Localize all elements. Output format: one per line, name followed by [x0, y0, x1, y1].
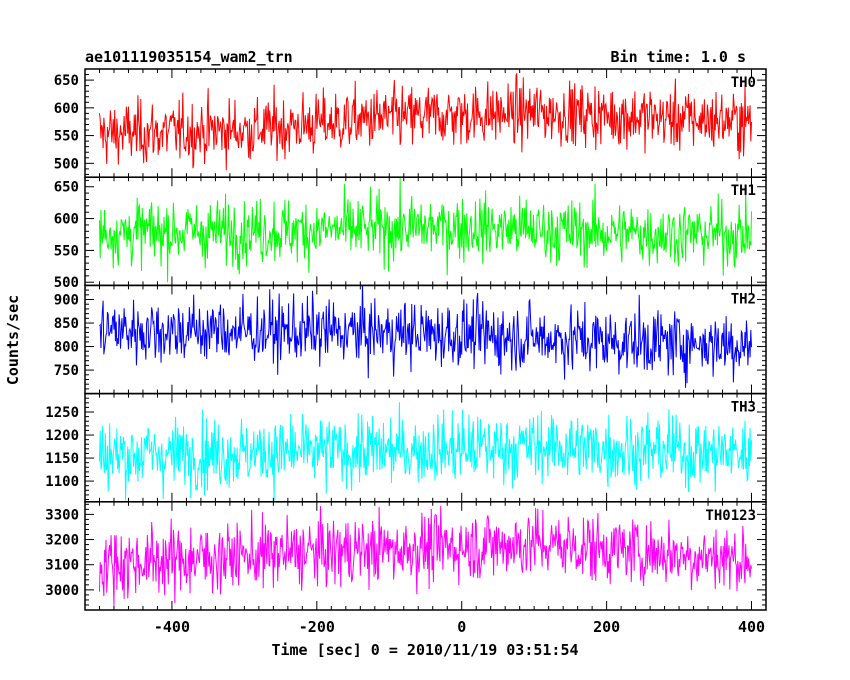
y-tick-label: 1200 — [45, 428, 79, 444]
series-line-th0 — [98, 73, 753, 171]
y-tick-label: 550 — [54, 243, 79, 259]
series-label-th0: TH0 — [731, 75, 756, 91]
y-tick-label: 600 — [54, 212, 79, 228]
y-tick-label: 900 — [54, 293, 79, 309]
series-label-th0123: TH0123 — [705, 508, 756, 524]
y-tick-label: 3200 — [45, 533, 79, 549]
y-tick-label: 1100 — [45, 474, 79, 490]
chart-title-left: ae101119035154_wam2_trn — [85, 48, 293, 66]
series-line-th1 — [98, 178, 753, 283]
series-label-th2: TH2 — [731, 291, 756, 307]
y-tick-label: 500 — [54, 275, 79, 291]
panel-th0: TH0 500 550 600 650 — [54, 68, 767, 178]
y-tick-label: 1250 — [45, 405, 79, 421]
panel-th2: TH2 750 800 850 900 — [54, 284, 767, 395]
y-tick-label: 650 — [54, 180, 79, 196]
x-axis-label: Time [sec] 0 = 2010/11/19 03:51:54 — [271, 641, 578, 659]
y-tick-label: 3000 — [45, 583, 79, 599]
panels-group: TH0 500 550 600 650 TH1 500 550 600 650 TH2 750 800 8… — [45, 68, 767, 611]
y-tick-label: 800 — [54, 340, 79, 356]
x-tick-label: 200 — [593, 618, 620, 636]
panel-th0123: TH0123 3000 3100 3200 3300 — [45, 501, 767, 611]
x-axis: -400 -200 0 200 400 — [154, 618, 765, 636]
panel-th3: TH3 1100 1150 1200 1250 — [45, 392, 767, 503]
y-tick-label: 1150 — [45, 451, 79, 467]
series-line-th0123 — [98, 505, 753, 607]
chart-title-right: Bin time: 1.0 s — [611, 48, 746, 66]
y-tick-label: 550 — [54, 129, 79, 145]
y-tick-label: 500 — [54, 156, 79, 172]
x-tick-label: 0 — [457, 618, 466, 636]
y-tick-label: 600 — [54, 101, 79, 117]
panel-th1: TH1 500 550 600 650 — [54, 176, 767, 291]
series-label-th3: TH3 — [731, 400, 756, 416]
y-tick-label: 850 — [54, 316, 79, 332]
y-tick-label: 750 — [54, 363, 79, 379]
y-tick-label: 650 — [54, 73, 79, 89]
x-tick-label: -200 — [299, 618, 335, 636]
y-tick-label: 3300 — [45, 507, 79, 523]
series-line-th3 — [98, 402, 753, 502]
series-line-th2 — [99, 285, 753, 388]
panel-frame-th0123 — [84, 501, 767, 611]
y-tick-label: 3100 — [45, 558, 79, 574]
x-tick-label: -400 — [154, 618, 190, 636]
x-tick-label: 400 — [738, 618, 765, 636]
series-label-th1: TH1 — [731, 183, 756, 199]
y-axis-label: Counts/sec — [4, 295, 22, 385]
